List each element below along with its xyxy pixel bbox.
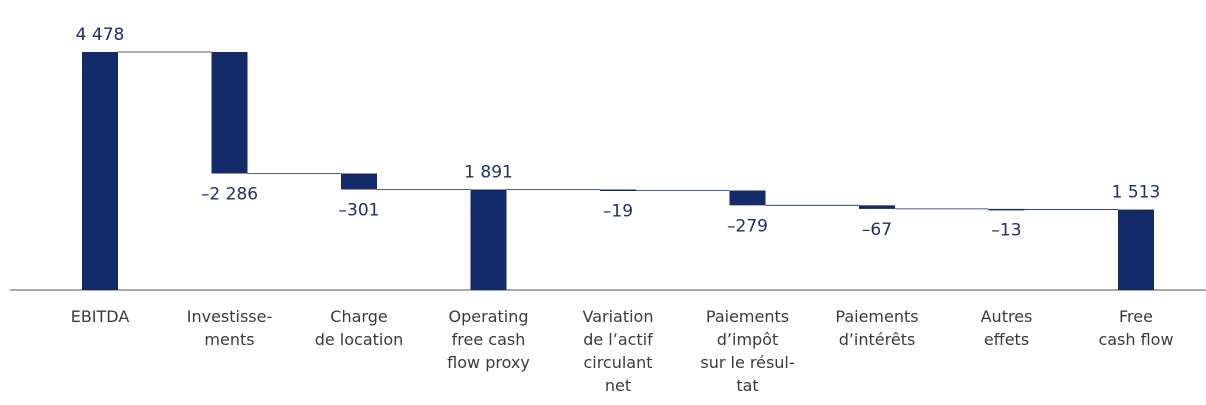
x-tick-label: EBITDA [71,307,130,326]
x-tick-label-line: de location [315,330,404,349]
x-tick-label-line: Operating [449,307,529,326]
x-tick-label: Operating free cash flow proxy [447,307,530,372]
x-tick-label-line: flow proxy [447,353,530,372]
x-tick-label-line: de l’actif [583,330,653,349]
x-tick-label-line: Paiements [706,307,789,326]
bar [600,189,636,191]
value-label: –2 286 [201,184,258,204]
x-tick-label: Charge de location [315,307,404,349]
x-tick-label-line: d’intérêts [839,330,916,349]
bar [1118,209,1154,290]
x-tick-label-line: net [605,376,631,395]
bar [729,190,766,206]
x-tick-label-line: sur le résul- [700,353,794,372]
x-tick-label: Autres effets [981,307,1033,349]
x-tick-label-line: d’impôt [717,330,779,349]
value-label: –67 [862,220,892,240]
value-label: 1 891 [464,162,513,182]
x-tick-label: Free cash flow [1098,307,1173,349]
value-label: 1 513 [1112,183,1161,203]
x-tick-label-line: free cash [452,330,526,349]
x-tick-label-line: ments [204,330,254,349]
x-tick-label-line: Paiements [835,307,918,326]
value-label: –301 [339,200,380,220]
x-tick-label-line: effets [984,330,1029,349]
x-tick-label-line: tat [736,376,758,395]
x-tick-label: Paiements d’impôt sur le résul-tat [700,307,794,395]
x-tick-label-line: EBITDA [71,307,130,326]
x-tick-label-line: Investisse- [187,307,273,326]
x-tick-label-line: Free [1119,307,1153,326]
bar [82,52,118,290]
x-tick-label: Investisse-ments [187,307,273,349]
value-label: –279 [727,216,768,236]
bar [988,208,1025,211]
x-tick-label-line: circulant [583,353,652,372]
value-label: 4 478 [76,25,125,45]
value-label: –19 [603,202,633,222]
x-tick-label-line: Variation [583,307,654,326]
x-tick-label-line: Charge [330,307,387,326]
bar [859,205,895,209]
bar [211,52,248,174]
x-tick-label-line: Autres [981,307,1033,326]
x-tick-label: Variation de l’actif circulant net [583,307,654,395]
bar [470,189,507,290]
value-label: –13 [991,221,1021,241]
x-tick-label-line: cash flow [1098,330,1173,349]
x-tick-label: Paiements d’intérêts [835,307,918,349]
bar [341,173,377,190]
